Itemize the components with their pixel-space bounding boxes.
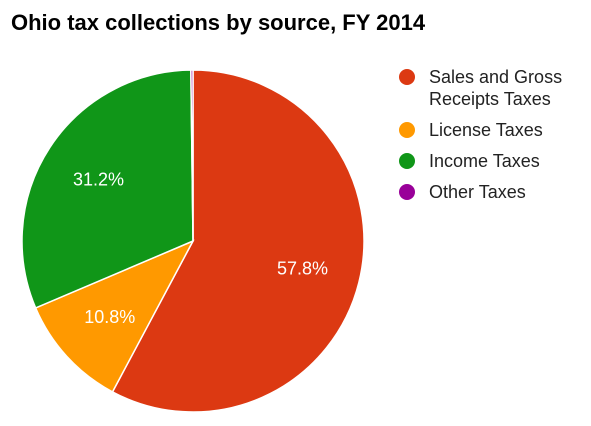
legend-label-1: License Taxes bbox=[429, 120, 543, 140]
legend-label-0: Sales and Gross Receipts Taxes bbox=[429, 67, 563, 109]
legend-item-0: Sales and Gross Receipts Taxes bbox=[399, 66, 585, 110]
legend-label-2: Income Taxes bbox=[429, 151, 540, 171]
legend-label-3: Other Taxes bbox=[429, 182, 526, 202]
pie-slice-3 bbox=[190, 69, 194, 242]
slice-label-2: 31.2% bbox=[73, 169, 124, 189]
pie-slice-1 bbox=[34, 239, 195, 393]
legend-swatch-3 bbox=[399, 184, 415, 200]
legend-item-2: Income Taxes bbox=[399, 150, 585, 172]
slice-label-0: 57.8% bbox=[277, 258, 328, 278]
pie-slice-0 bbox=[111, 69, 365, 413]
chart-title: Ohio tax collections by source, FY 2014 bbox=[11, 10, 426, 35]
legend-swatch-1 bbox=[399, 122, 415, 138]
pie-slice-2 bbox=[21, 69, 194, 309]
chart-legend: Sales and Gross Receipts Taxes License Ta… bbox=[399, 66, 585, 212]
legend-item-1: License Taxes bbox=[399, 119, 585, 141]
legend-swatch-2 bbox=[399, 153, 415, 169]
slice-label-1: 10.8% bbox=[84, 307, 135, 327]
legend-swatch-0 bbox=[399, 69, 415, 85]
legend-item-3: Other Taxes bbox=[399, 181, 585, 203]
